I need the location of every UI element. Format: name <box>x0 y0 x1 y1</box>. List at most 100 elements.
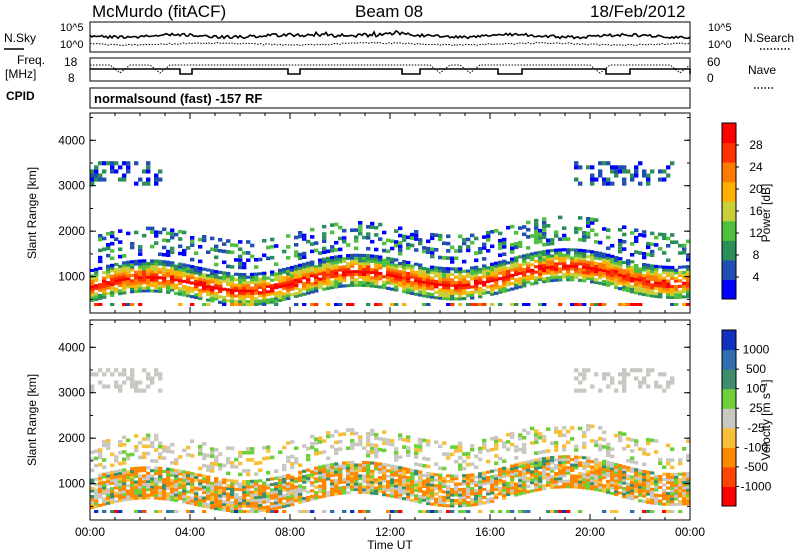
heatmap-cell <box>666 510 671 513</box>
heatmap-cell <box>362 477 367 481</box>
heatmap-cell <box>286 476 291 480</box>
heatmap-cell <box>366 477 371 481</box>
heatmap-cell <box>138 286 143 290</box>
heatmap-cell <box>418 290 423 294</box>
heatmap-cell <box>218 463 223 467</box>
heatmap-cell <box>246 485 251 489</box>
heatmap-cell <box>286 277 291 281</box>
heatmap-cell <box>154 284 159 288</box>
heatmap-cell <box>366 463 371 467</box>
heatmap-cell <box>434 497 439 501</box>
heatmap-cell <box>206 276 211 280</box>
heatmap-cell <box>330 261 335 265</box>
heatmap-cell <box>166 445 171 450</box>
heatmap-cell <box>118 461 123 466</box>
heatmap-cell <box>214 281 219 285</box>
heatmap-cell <box>114 237 119 241</box>
heatmap-cell <box>622 240 627 244</box>
heatmap-cell <box>670 376 675 381</box>
heatmap-cell <box>606 482 611 486</box>
heatmap-cell <box>134 259 139 263</box>
heatmap-cell <box>174 485 179 489</box>
heatmap-cell <box>538 256 543 260</box>
heatmap-cell <box>154 496 159 500</box>
heatmap-cell <box>566 253 571 257</box>
time-tick-label: 08:00 <box>275 525 305 539</box>
heatmap-cell <box>470 492 475 496</box>
heatmap-cell <box>326 273 331 277</box>
heatmap-cell <box>686 276 691 280</box>
heatmap-cell <box>418 486 423 490</box>
heatmap-cell <box>126 282 131 286</box>
heatmap-cell <box>346 256 351 260</box>
heatmap-cell <box>458 445 463 449</box>
heatmap-cell <box>670 492 675 496</box>
heatmap-cell <box>554 482 559 486</box>
heatmap-cell <box>158 472 163 476</box>
heatmap-cell <box>150 264 155 268</box>
heatmap-cell <box>326 434 331 439</box>
heatmap-cell <box>430 247 435 251</box>
heatmap-cell <box>346 466 351 470</box>
heatmap-cell <box>506 283 511 287</box>
heatmap-cell <box>126 303 131 306</box>
heatmap-cell <box>514 286 519 290</box>
heatmap-cell <box>506 266 511 270</box>
heatmap-cell <box>134 496 139 500</box>
heatmap-cell <box>90 279 95 283</box>
heatmap-cell <box>594 278 599 282</box>
heatmap-cell <box>430 497 435 501</box>
heatmap-cell <box>650 288 655 292</box>
heatmap-cell <box>362 490 367 494</box>
heatmap-cell <box>622 495 627 499</box>
heatmap-cell <box>286 495 291 499</box>
heatmap-cell <box>546 483 551 487</box>
heatmap-cell <box>158 230 163 235</box>
heatmap-cell <box>398 275 403 279</box>
heatmap-cell <box>182 475 187 479</box>
heatmap-cell <box>222 276 227 280</box>
heatmap-cell <box>222 486 227 490</box>
heatmap-cell <box>486 478 491 482</box>
heatmap-cell <box>526 264 531 268</box>
heatmap-cell <box>154 173 159 178</box>
heatmap-cell <box>426 295 431 299</box>
heatmap-cell <box>290 285 295 289</box>
heatmap-cell <box>122 473 127 477</box>
heatmap-cell <box>298 277 303 281</box>
heatmap-cell <box>510 464 515 468</box>
heatmap-cell <box>246 447 251 451</box>
heatmap-cell <box>190 491 195 495</box>
heatmap-cell <box>470 285 475 289</box>
heatmap-cell <box>438 481 443 485</box>
heatmap-cell <box>98 484 103 488</box>
heatmap-cell <box>658 295 663 299</box>
heatmap-cell <box>610 260 615 264</box>
heatmap-cell <box>314 469 319 473</box>
heatmap-cell <box>310 227 315 232</box>
heatmap-cell <box>126 456 131 461</box>
heatmap-cell <box>318 465 323 469</box>
nave-series <box>90 64 691 74</box>
heatmap-cell <box>410 291 415 295</box>
heatmap-cell <box>394 458 399 462</box>
heatmap-cell <box>658 461 663 465</box>
heatmap-cell <box>286 482 291 486</box>
heatmap-cell <box>478 457 483 462</box>
heatmap-cell <box>314 496 319 500</box>
heatmap-cell <box>338 475 343 479</box>
heatmap-cell <box>118 281 123 285</box>
heatmap-cell <box>114 380 119 385</box>
heatmap-cell <box>350 431 355 436</box>
heatmap-cell <box>150 474 155 478</box>
heatmap-cell <box>306 468 311 472</box>
heatmap-cell <box>366 265 371 269</box>
heatmap-cell <box>662 265 667 269</box>
heatmap-cell <box>538 457 543 461</box>
heatmap-cell <box>102 290 107 294</box>
heatmap-cell <box>166 492 171 496</box>
heatmap-cell <box>418 497 423 501</box>
heatmap-cell <box>90 290 95 294</box>
heatmap-cell <box>666 458 671 462</box>
heatmap-cell <box>258 487 263 491</box>
